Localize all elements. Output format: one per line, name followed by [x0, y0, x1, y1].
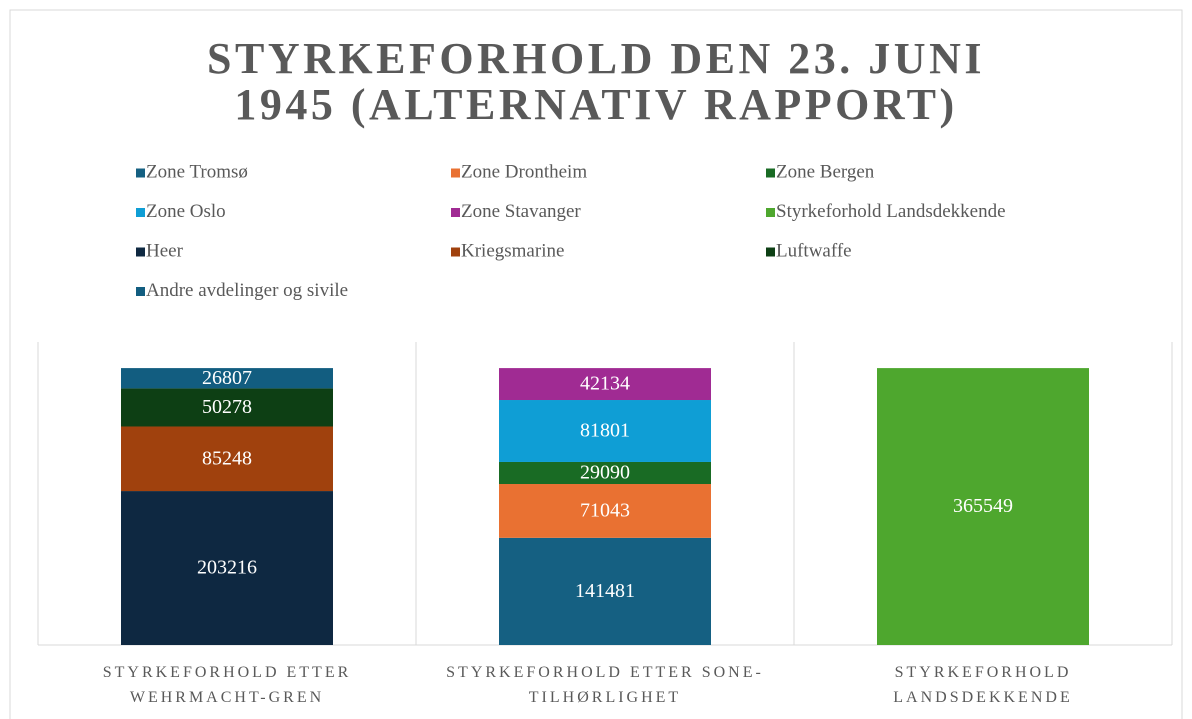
data-label: 50278: [202, 396, 252, 418]
data-label: 29090: [580, 462, 630, 484]
bar-segment: [499, 368, 711, 401]
legend-swatch: [766, 208, 775, 217]
legend-label: Andre avdelinger og sivile: [146, 280, 348, 301]
legend-swatch: [451, 247, 460, 257]
bar-segment: [499, 461, 711, 485]
legend-label: Zone Bergen: [776, 161, 875, 182]
legend-swatch: [136, 168, 145, 178]
bar-segment: [121, 491, 333, 645]
data-label: 85248: [202, 447, 252, 469]
data-label: 141481: [575, 580, 635, 602]
data-label: 81801: [580, 420, 630, 442]
legend-swatch: [451, 208, 460, 217]
legend-label: Zone Tromsø: [146, 161, 248, 182]
legend-swatch: [451, 168, 460, 178]
x-tick-label: STYRKEFORHOLD ETTER SONE-TILHØRLIGHET: [446, 664, 764, 706]
legend-label: Zone Oslo: [146, 201, 226, 222]
bar-segment: [499, 400, 711, 462]
bar-segment: [877, 368, 1089, 645]
data-label: 365549: [953, 495, 1013, 517]
chart-title: STYRKEFORHOLD DEN 23. JUNI 1945 (ALTERNA…: [207, 34, 985, 129]
legend-swatch: [766, 247, 775, 257]
legend-swatch: [136, 247, 145, 257]
legend-swatch: [766, 168, 775, 178]
bar-segment: [499, 537, 711, 645]
x-tick-label: STYRKEFORHOLD ETTER WEHRMACHT-GREN: [102, 664, 352, 706]
legend-swatch: [136, 287, 145, 296]
legend-label: Styrkeforhold Landsdekkende: [776, 201, 1006, 222]
legend-label: Luftwaffe: [776, 240, 852, 261]
bar-segment: [121, 426, 333, 492]
data-label: 42134: [580, 373, 630, 395]
x-tick-label: STYRKEFORHOLD LANDSDEKKENDE: [893, 664, 1073, 706]
data-label: 71043: [580, 500, 630, 522]
legend-swatch: [136, 208, 145, 217]
legend-label: Zone Drontheim: [461, 161, 587, 182]
data-label: 203216: [197, 557, 257, 579]
legend-label: Heer: [146, 240, 184, 261]
legend-label: Zone Stavanger: [461, 201, 581, 222]
legend-label: Kriegsmarine: [461, 240, 564, 261]
bar-segment: [499, 484, 711, 538]
data-label: 26807: [202, 367, 252, 389]
bar-segment: [121, 368, 333, 389]
bar-segment: [121, 388, 333, 427]
